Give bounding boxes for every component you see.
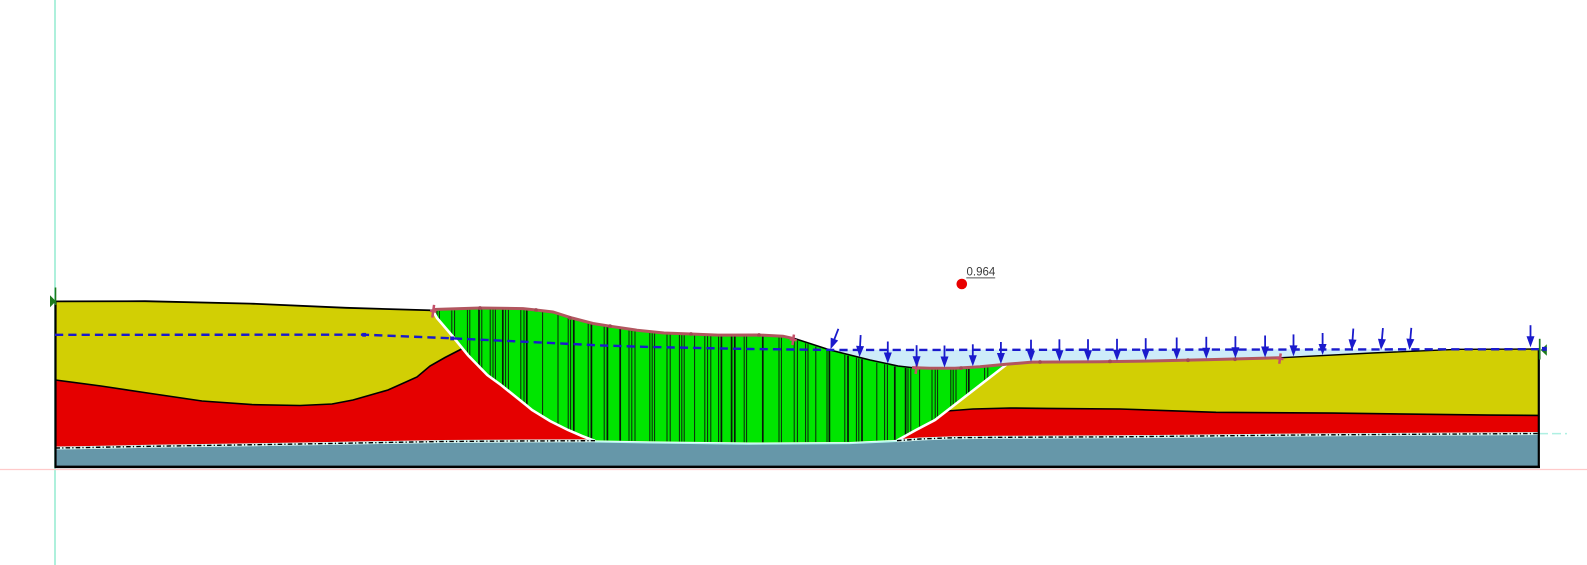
svg-text:0.964: 0.964 bbox=[967, 267, 996, 279]
